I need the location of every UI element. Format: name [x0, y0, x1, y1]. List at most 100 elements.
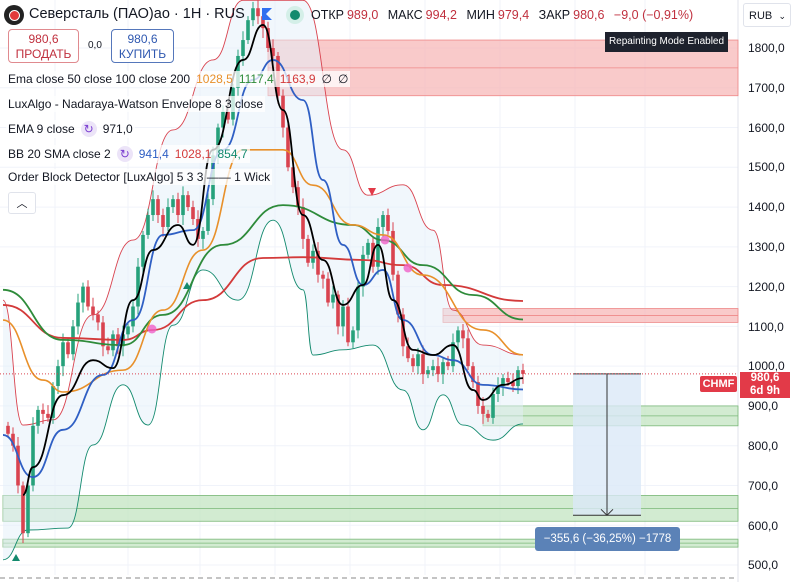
symbol-price-tag: CHMF [700, 376, 737, 392]
sell-label: ПРОДАТЬ [15, 47, 72, 61]
change-value: −9,0 (−0,91%) [613, 8, 694, 22]
collapse-legend-button[interactable]: ︿ [8, 192, 36, 214]
candle-body [281, 95, 285, 128]
candle-body [331, 294, 335, 303]
candle-body [301, 207, 305, 239]
price-axis-tick: 1000,0 [748, 359, 785, 374]
candle-body [386, 215, 390, 231]
cross-marker-icon [147, 324, 157, 334]
candle-body [341, 306, 345, 327]
last-price-label: 980,6 6d 9h [740, 372, 790, 398]
indicator-value: 1028,5 [196, 72, 233, 86]
bollinger-upper-line [2, 0, 524, 426]
candle-body [351, 330, 355, 343]
refresh-icon[interactable]: ↻ [116, 146, 133, 162]
candle-body [306, 238, 310, 263]
chevron-down-icon: ⌄ [778, 11, 786, 21]
candle-body [36, 409, 40, 426]
candle-body [191, 207, 195, 220]
candle-body [346, 306, 350, 343]
candle-body [226, 111, 230, 120]
candle-body [41, 409, 45, 414]
candle-body [181, 195, 185, 216]
high-value: 994,2 [425, 8, 457, 22]
indicator-name: LuxAlgo - Nadaraya-Watson Envelope 8 3 c… [8, 97, 264, 111]
candle-body [201, 230, 205, 239]
candle-body [141, 234, 145, 267]
indicator-legend-row[interactable]: EMA 9 close ↻ 971,0 [6, 120, 135, 138]
sell-price: 980,6 [28, 32, 59, 46]
candle-body [131, 306, 135, 327]
price-axis-tick: 800,0 [748, 439, 779, 453]
price-axis-tick: 600,0 [748, 518, 779, 533]
price-axis-tick: 1200,0 [748, 279, 785, 294]
price-axis-tick: 1500,0 [748, 160, 785, 175]
candle-body [256, 8, 260, 17]
indicator-name: Order Block Detector [LuxAlgo] 5 3 3 —— … [8, 170, 271, 184]
candle-body [126, 326, 130, 335]
candle-body [466, 338, 470, 367]
candle-body [446, 362, 450, 367]
candle-body [451, 342, 455, 367]
candle-body [286, 127, 290, 168]
symbol-logo [4, 5, 24, 25]
candle-body [486, 413, 490, 418]
indicator-legend-row[interactable]: LuxAlgo - Nadaraya-Watson Envelope 8 3 c… [6, 96, 266, 112]
ema9-line [22, 24, 524, 496]
candle-body [241, 40, 245, 56]
chevron-up-icon: ︿ [16, 198, 28, 210]
refresh-icon[interactable]: ↻ [80, 121, 97, 137]
triangle-up-icon [12, 554, 20, 561]
sell-button[interactable]: 980,6 ПРОДАТЬ [8, 29, 79, 63]
candle-body [221, 111, 225, 128]
candle-body [361, 254, 365, 287]
symbol-title[interactable]: Северсталь (ПАО)ао · 1H · RUS [29, 6, 245, 22]
indicator-value: 1117,4 [238, 72, 274, 86]
price-axis-tick: 1700,0 [748, 80, 785, 95]
buy-button[interactable]: 980,6 КУПИТЬ [111, 29, 174, 63]
candle-body [86, 286, 90, 307]
cross-marker-icon [403, 263, 413, 273]
candle-body [376, 226, 380, 267]
indicator-legend-row[interactable]: BB 20 SMA close 2 ↻ 941,4 1028,1 854,7 [6, 145, 250, 163]
candle-body [461, 330, 465, 339]
candle-body [356, 286, 360, 331]
indicator-value: ∅ [321, 72, 332, 86]
candle-body [316, 250, 320, 275]
price-axis-tick: 500,0 [748, 558, 779, 573]
candle-body [396, 274, 400, 315]
candle-body [246, 20, 250, 41]
candle-body [216, 127, 220, 156]
candle-body [91, 306, 95, 315]
candle-body [496, 386, 500, 394]
indicator-value: 1163,9 [279, 72, 316, 86]
ohlc-readout: ОТКР 989,0 МАКС 994,2 МИН 979,4 ЗАКР 980,6 −… [290, 8, 693, 22]
indicator-legend-row[interactable]: Ema close 50 close 100 close 200 1028,5 11… [6, 71, 351, 87]
candle-body [26, 485, 30, 534]
ema200-line [2, 256, 524, 341]
candle-body [471, 366, 475, 383]
candle-body [391, 230, 395, 275]
candle-body [206, 199, 210, 231]
currency-select[interactable]: RUB ⌄ [743, 3, 791, 27]
open-value: 989,0 [346, 8, 379, 22]
candle-body [321, 274, 325, 279]
candle-body [481, 405, 485, 414]
candle-body [111, 334, 115, 351]
close-label: ЗАКР [538, 8, 571, 22]
indicator-legend-row[interactable]: Order Block Detector [LuxAlgo] 5 3 3 —— … [6, 169, 273, 185]
price-axis-tick: 1100,0 [748, 319, 784, 334]
indicator-name: EMA 9 close [8, 122, 75, 136]
candle-body [6, 425, 10, 434]
last-price: 980,6 [750, 372, 780, 384]
candle-body [166, 207, 170, 227]
candle-body [456, 330, 460, 343]
candle-body [261, 16, 265, 29]
candle-body [511, 382, 515, 387]
indicator-name: BB 20 SMA close 2 [8, 147, 111, 161]
candle-body [291, 167, 295, 188]
candle-body [156, 199, 160, 216]
candle-body [21, 485, 25, 534]
flag-icon [262, 8, 272, 20]
